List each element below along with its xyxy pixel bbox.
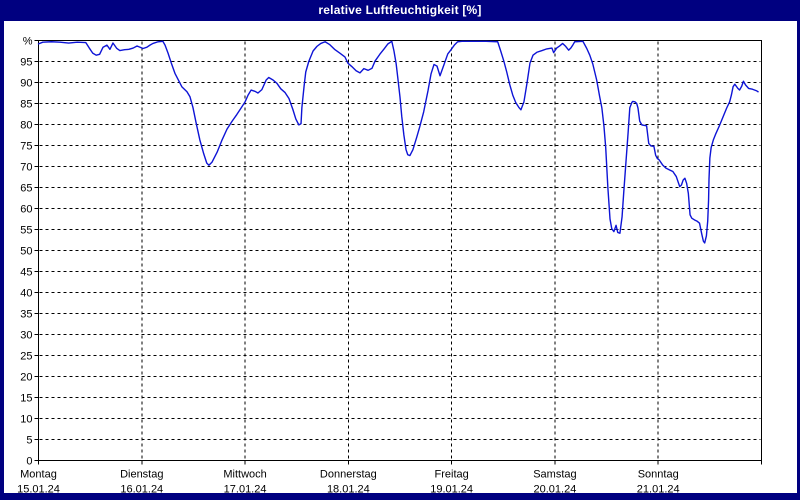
x-date-label: 16.01.24: [120, 484, 163, 496]
x-day-label: Mittwoch: [223, 469, 266, 481]
series-polyline: [37, 40, 759, 244]
x-day-label: Dienstag: [120, 469, 163, 481]
x-day-label: Donnerstag: [320, 469, 377, 481]
x-date-label: 17.01.24: [224, 484, 267, 496]
y-tick-label: 90: [20, 78, 32, 90]
x-day-label: Samstag: [533, 469, 576, 481]
y-tick-label: 15: [20, 393, 32, 405]
x-date-label: 15.01.24: [17, 484, 60, 496]
y-tick-label: 30: [20, 330, 32, 342]
x-axis: Montag 15.01.24 Dienstag 16.01.24 Mittwoch 17…: [17, 460, 762, 496]
y-tick-label: 0: [26, 456, 32, 468]
x-date-label: 18.01.24: [327, 484, 370, 496]
y-tick-label: 85: [20, 99, 32, 111]
chart-title: relative Luftfeuchtigkeit [%]: [318, 3, 482, 17]
humidity-series: [37, 40, 759, 244]
y-tick-label: 20: [20, 372, 32, 384]
y-tick-label: 35: [20, 309, 32, 321]
y-tick-label: 50: [20, 246, 32, 258]
y-tick-label: 25: [20, 351, 32, 363]
y-tick-label: 70: [20, 162, 32, 174]
x-date-label: 20.01.24: [534, 484, 577, 496]
x-day-label: Freitag: [435, 469, 469, 481]
y-tick-label: 60: [20, 204, 32, 216]
y-tick-label: 95: [20, 57, 32, 69]
title-bar: relative Luftfeuchtigkeit [%]: [0, 0, 800, 21]
x-day-label: Montag: [20, 469, 57, 481]
y-tick-label: 10: [20, 414, 32, 426]
y-tick-label: 55: [20, 225, 32, 237]
grid-lines: [39, 41, 761, 460]
y-tick-label: %: [23, 36, 33, 48]
y-tick-label: 75: [20, 141, 32, 153]
y-tick-label: 45: [20, 267, 32, 279]
x-date-label: 19.01.24: [430, 484, 473, 496]
y-tick-label: 40: [20, 288, 32, 300]
y-tick-label: 5: [26, 435, 32, 447]
x-date-label: 21.01.24: [637, 484, 680, 496]
x-day-label: Sonntag: [638, 469, 679, 481]
y-tick-label: 80: [20, 120, 32, 132]
y-tick-label: 65: [20, 183, 32, 195]
